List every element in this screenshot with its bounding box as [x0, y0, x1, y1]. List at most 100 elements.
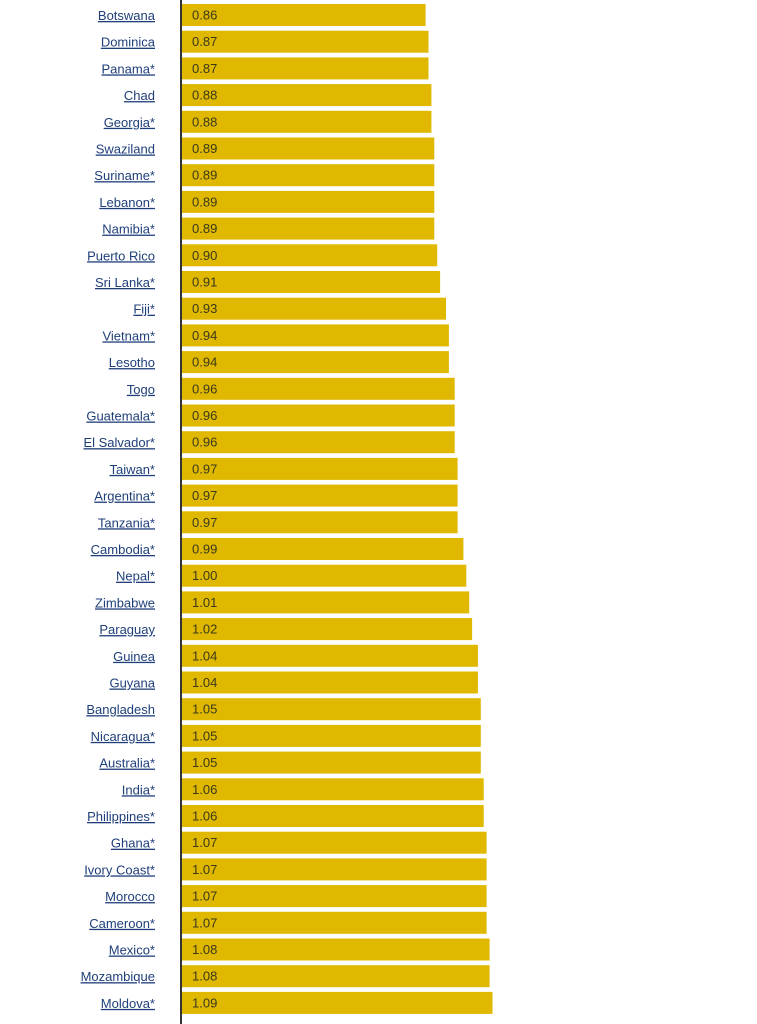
bar	[182, 164, 435, 187]
category-label[interactable]: Nicaragua*	[91, 729, 155, 744]
bar	[182, 965, 490, 988]
bar-value-label: 0.89	[192, 141, 217, 156]
category-label[interactable]: Panama*	[102, 61, 155, 76]
bar	[182, 324, 449, 347]
bar-value-label: 0.97	[192, 461, 217, 476]
category-label[interactable]: Togo	[127, 382, 155, 397]
category-label[interactable]: Vietnam*	[102, 328, 155, 343]
category-label[interactable]: Sri Lanka*	[95, 275, 155, 290]
bar	[182, 297, 446, 320]
category-label[interactable]: Botswana	[98, 8, 156, 23]
bar	[182, 858, 487, 881]
bar-value-label: 0.93	[192, 301, 217, 316]
bar-value-label: 1.08	[192, 969, 217, 984]
bar-value-label: 1.05	[192, 702, 217, 717]
category-label[interactable]: Tanzania*	[98, 515, 155, 530]
category-label[interactable]: Suriname*	[94, 168, 155, 183]
bars-group: 0.86 0.87 0.87 0.88 0.88 0.89 0.89 0.89 0.89 0.90…	[182, 4, 493, 1014]
bar-value-label: 1.08	[192, 942, 217, 957]
category-label[interactable]: Guinea	[113, 649, 156, 664]
bar-value-label: 0.88	[192, 114, 217, 129]
bar-value-label: 0.96	[192, 381, 217, 396]
bar-value-label: 1.06	[192, 809, 217, 824]
category-label[interactable]: Taiwan*	[109, 462, 155, 477]
bar-value-label: 0.96	[192, 408, 217, 423]
bar	[182, 57, 429, 80]
category-label[interactable]: Fiji*	[133, 302, 155, 317]
category-label[interactable]: Cameroon*	[89, 916, 155, 931]
bar-value-label: 0.97	[192, 488, 217, 503]
bar-value-label: 1.00	[192, 568, 217, 583]
category-label[interactable]: Swaziland	[96, 142, 155, 157]
category-label[interactable]: Moldova*	[101, 996, 155, 1011]
bar	[182, 271, 441, 293]
category-label[interactable]: Lesotho	[109, 355, 155, 370]
category-label[interactable]: Morocco	[105, 889, 155, 904]
category-label[interactable]: Guatemala*	[86, 409, 155, 424]
bar	[182, 457, 458, 480]
bar	[182, 564, 467, 587]
category-label[interactable]: Bangladesh	[86, 702, 155, 717]
category-label[interactable]: Mexico*	[109, 943, 155, 958]
category-label[interactable]: Dominica	[101, 35, 156, 50]
bar-value-label: 0.91	[192, 275, 217, 290]
bar	[182, 538, 464, 560]
category-label[interactable]: Cambodia*	[91, 542, 155, 557]
bar-value-label: 0.97	[192, 515, 217, 530]
bar	[182, 377, 455, 400]
bar-value-label: 1.07	[192, 915, 217, 930]
bar	[182, 511, 458, 534]
category-label[interactable]: India*	[122, 782, 155, 797]
bar	[182, 805, 484, 827]
bar	[182, 484, 458, 507]
bar-value-label: 0.99	[192, 542, 217, 557]
category-label[interactable]: Philippines*	[87, 809, 155, 824]
bar	[182, 885, 487, 908]
category-label[interactable]: Puerto Rico	[87, 248, 155, 263]
bar	[182, 30, 429, 53]
category-label[interactable]: Namibia*	[102, 222, 155, 237]
bar-value-label: 1.07	[192, 835, 217, 850]
category-label[interactable]: Paraguay	[99, 622, 155, 637]
bar	[182, 84, 432, 107]
bar-value-label: 1.07	[192, 862, 217, 877]
category-label[interactable]: Australia*	[99, 756, 155, 771]
category-label[interactable]: Ghana*	[111, 836, 155, 851]
category-label[interactable]: Guyana	[109, 676, 155, 691]
category-label[interactable]: Georgia*	[104, 115, 155, 130]
bar-value-label: 1.05	[192, 755, 217, 770]
bar-value-label: 1.01	[192, 595, 217, 610]
category-label[interactable]: Mozambique	[81, 969, 155, 984]
bar	[182, 671, 478, 694]
bar-value-label: 0.96	[192, 435, 217, 450]
bar	[182, 698, 481, 721]
bar	[182, 938, 490, 961]
bar-value-label: 0.88	[192, 88, 217, 103]
bar-value-label: 0.89	[192, 168, 217, 183]
bar	[182, 751, 481, 774]
category-label[interactable]: Ivory Coast*	[84, 862, 155, 877]
bar	[182, 217, 435, 240]
bar	[182, 911, 487, 934]
bar-value-label: 0.94	[192, 355, 217, 370]
category-label[interactable]: Nepal*	[116, 569, 155, 584]
category-label[interactable]: Zimbabwe	[95, 595, 155, 610]
bar	[182, 778, 484, 801]
bar-value-label: 1.02	[192, 622, 217, 637]
category-label[interactable]: Argentina*	[94, 489, 155, 504]
bar	[182, 110, 432, 133]
bar	[182, 244, 438, 267]
bar	[182, 431, 455, 454]
bar	[182, 137, 435, 160]
category-label[interactable]: El Salvador*	[83, 435, 155, 450]
bar	[182, 351, 449, 374]
bar-value-label: 0.89	[192, 221, 217, 236]
category-label[interactable]: Lebanon*	[99, 195, 155, 210]
category-label[interactable]: Chad	[124, 88, 155, 103]
bar-value-label: 0.94	[192, 328, 217, 343]
bar-value-label: 1.07	[192, 889, 217, 904]
bar	[182, 404, 455, 427]
bar-value-label: 0.87	[192, 61, 217, 76]
bar	[182, 618, 473, 641]
